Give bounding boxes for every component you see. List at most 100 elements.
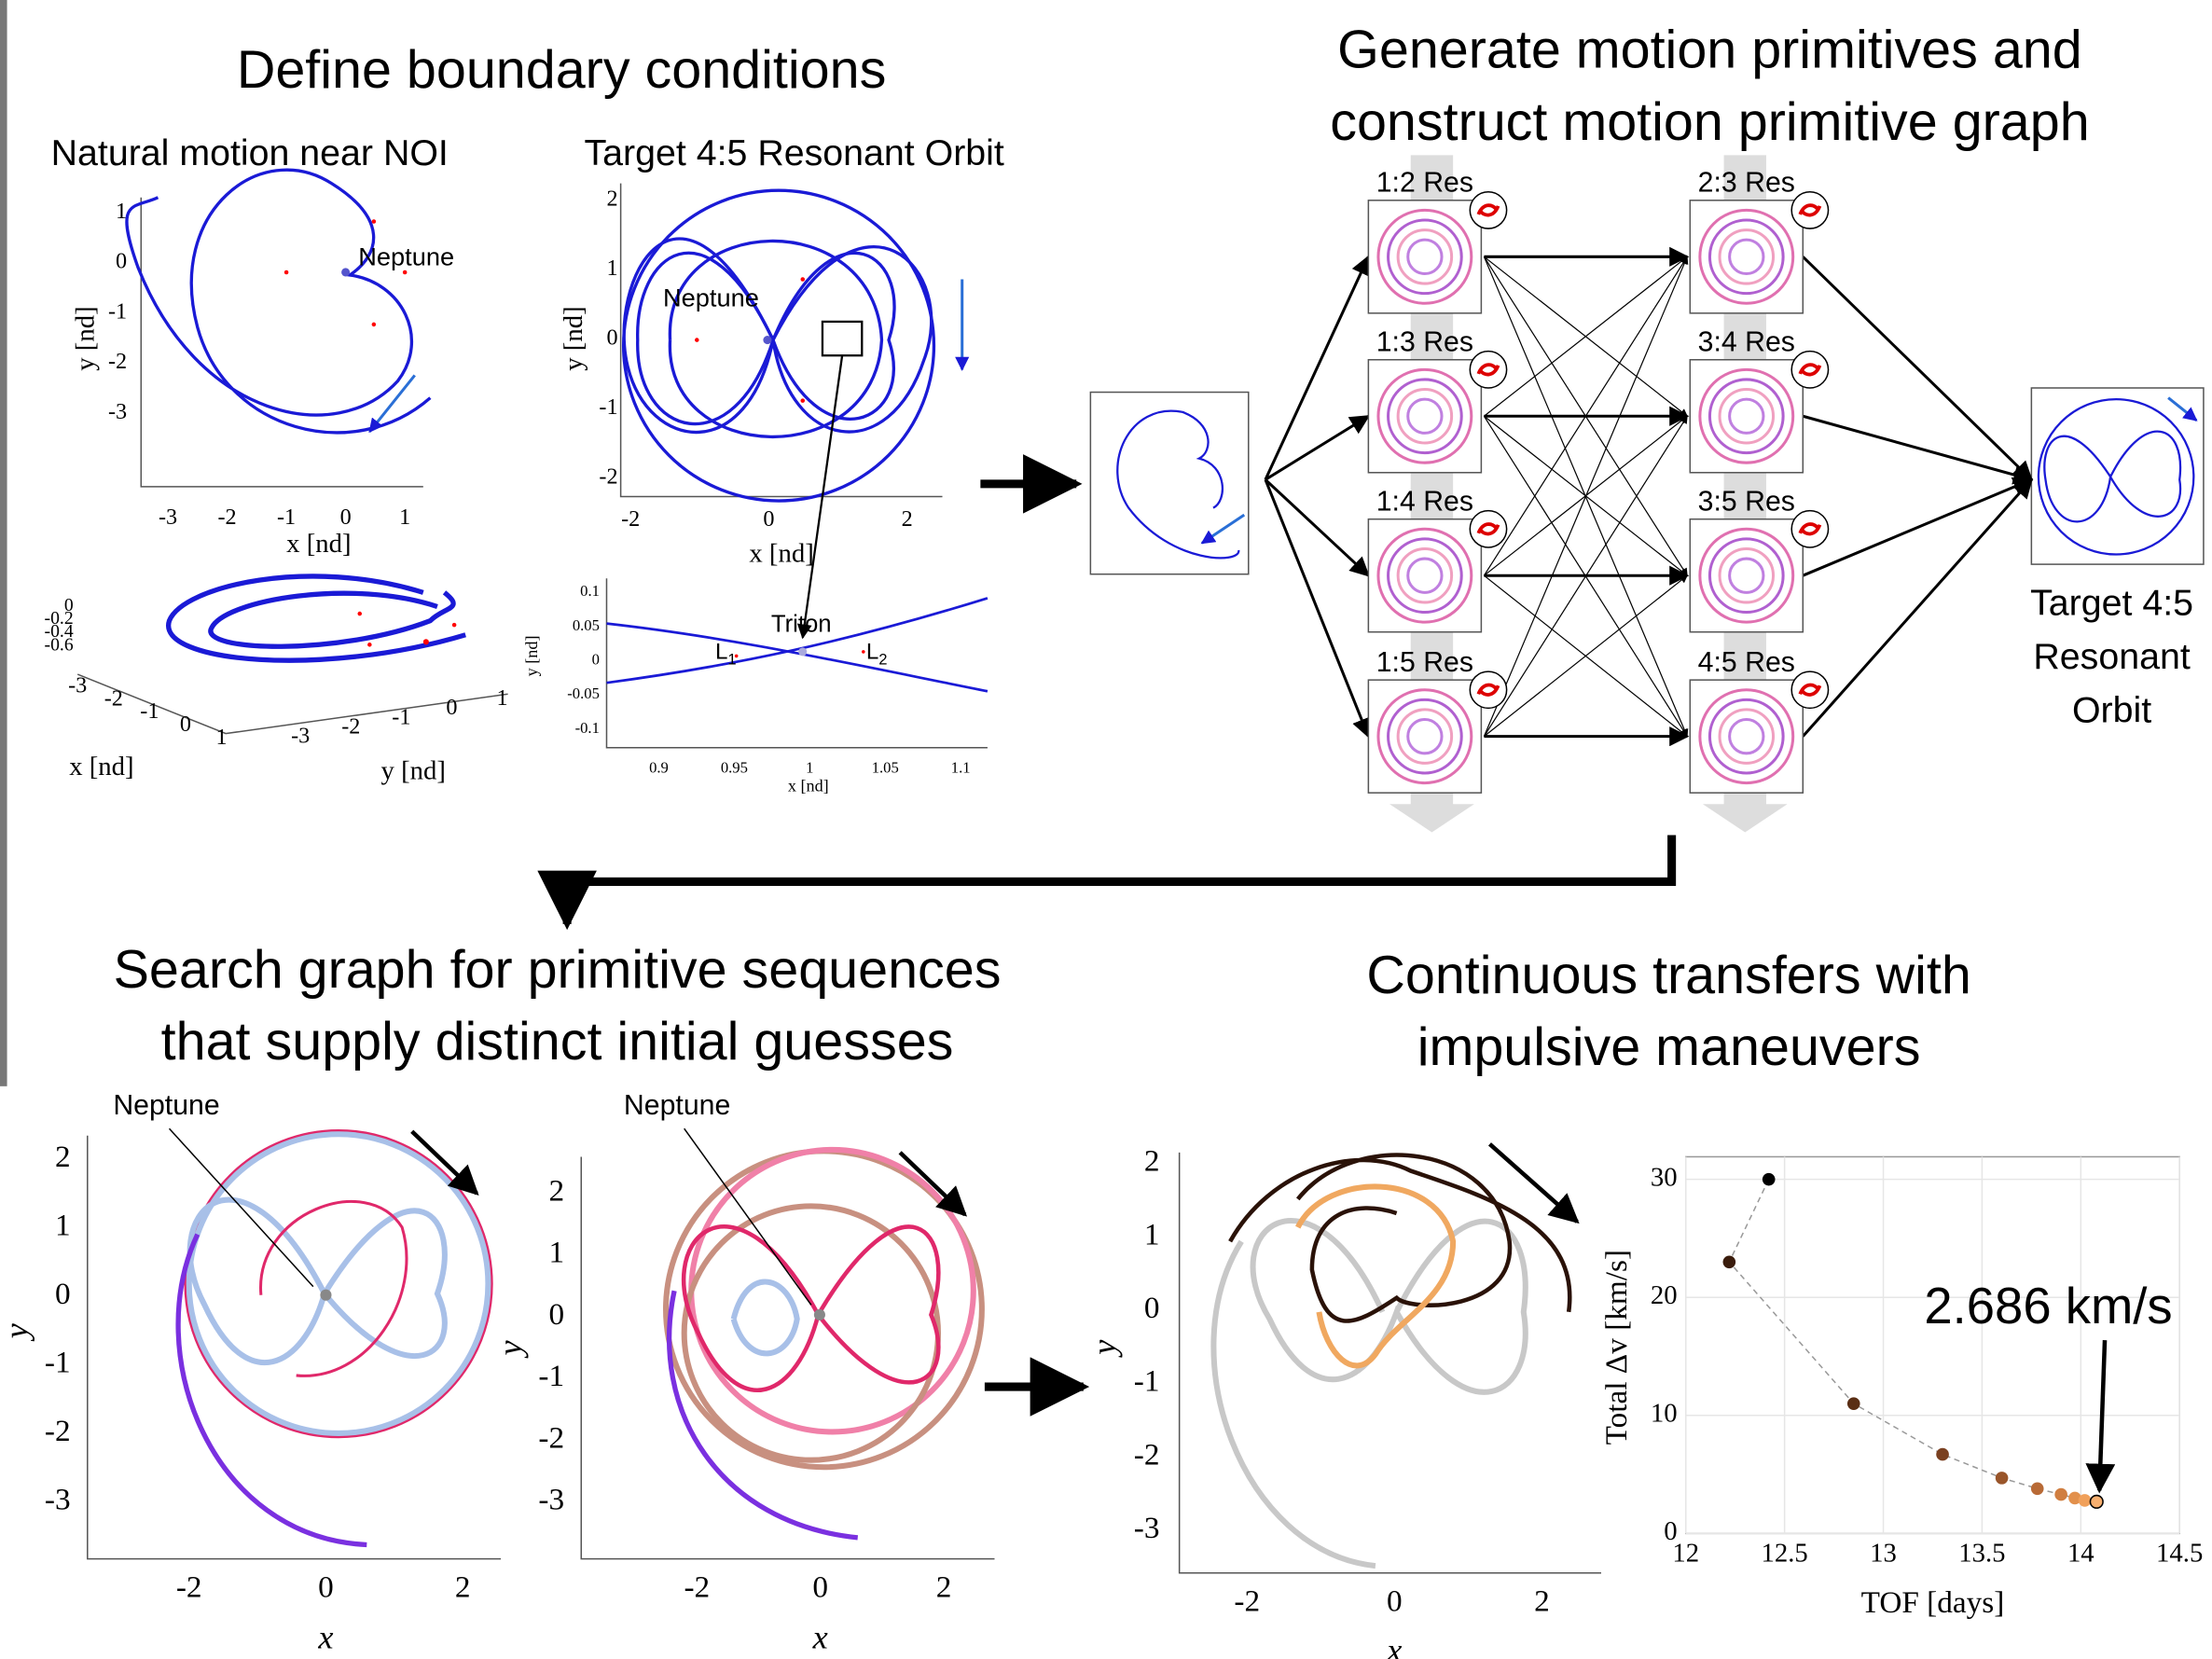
tick-label: 2 <box>455 1570 471 1605</box>
tick-label: 0 <box>763 506 774 532</box>
natural-plot <box>125 168 432 488</box>
edge <box>1265 414 1371 481</box>
tick-label: 1 <box>399 505 410 530</box>
node-icon <box>1790 671 1830 710</box>
step-title: impulsive maneuvers <box>1417 1017 1921 1077</box>
node-icon <box>1469 350 1508 389</box>
tick-label: 1 <box>496 685 507 711</box>
point <box>2089 1494 2104 1509</box>
annotation: Neptune <box>358 242 454 270</box>
tick-label: -3 <box>68 672 87 698</box>
tick-label: 2 <box>1534 1584 1550 1619</box>
tick-label: 0 <box>446 695 457 720</box>
node-orbit <box>1376 527 1473 624</box>
step-title: Search graph for primitive sequences <box>114 940 1002 1000</box>
edge <box>1483 415 1688 737</box>
tick-label: 2 <box>606 186 617 211</box>
tick-label: -0.2 <box>45 608 74 629</box>
tick-label: 0 <box>812 1570 828 1605</box>
point <box>1762 1172 1776 1186</box>
tick-label: 0 <box>548 1297 564 1332</box>
step-title: that supply distinct initial guesses <box>161 1012 954 1071</box>
step-title: Define boundary conditions <box>237 40 886 100</box>
axis-label: y [nd] <box>559 306 588 370</box>
node-orbit <box>1396 228 1454 285</box>
node-orbit <box>1387 378 1463 455</box>
tick-label: -1 <box>108 298 127 324</box>
tick-label: 1 <box>606 256 617 281</box>
tick-label: 1 <box>116 199 127 224</box>
node-label: 3:5 Res <box>1698 487 1795 518</box>
edge <box>1802 256 2033 481</box>
tick-label: 0 <box>1144 1291 1160 1325</box>
annotation: Neptune <box>624 1090 730 1121</box>
node-orbit <box>1707 537 1785 615</box>
tick-label: 0 <box>318 1570 334 1605</box>
axis-label: y <box>1085 1339 1123 1359</box>
axis-label: y [nd] <box>70 306 100 370</box>
tick-label: 1 <box>215 725 227 750</box>
node-orbit <box>1728 397 1765 435</box>
tick-label: 1.1 <box>951 758 971 776</box>
tick-label: 2 <box>902 506 913 532</box>
annotation-arrow <box>2085 1340 2116 1494</box>
annotation: Neptune <box>113 1090 219 1121</box>
node-orbit <box>1406 238 1444 275</box>
point <box>2030 1482 2044 1496</box>
tick-label: -2 <box>621 506 640 532</box>
node-orbit <box>1698 367 1795 464</box>
tick-label: 0 <box>116 249 127 274</box>
tick-label: -3 <box>291 724 310 749</box>
node-icon <box>1469 509 1508 548</box>
tick-label: 2 <box>548 1173 564 1208</box>
y-tick-label: 0 <box>1664 1516 1677 1546</box>
node-box <box>1367 518 1483 633</box>
edge <box>1264 478 1372 739</box>
point <box>1722 1255 1736 1269</box>
node-label: 4:5 Res <box>1698 647 1795 678</box>
tick-label: 0.1 <box>580 582 600 600</box>
tick-label: -3 <box>159 505 177 530</box>
node-label: 1:3 Res <box>1376 327 1473 358</box>
node-orbit <box>1387 218 1463 296</box>
node-label: 1:4 Res <box>1376 487 1473 518</box>
tick-label: -1 <box>1134 1364 1160 1399</box>
x-tick-label: 12 <box>1672 1539 1699 1569</box>
annotation: 2.686 km/s <box>1924 1278 2172 1334</box>
point <box>1995 1472 2009 1485</box>
tick-label: 0.9 <box>649 758 669 776</box>
node-label: 2:3 Res <box>1698 168 1795 199</box>
node-orbit <box>1396 708 1454 765</box>
tick-label: -2 <box>108 349 127 374</box>
tick-label: 0 <box>606 325 617 350</box>
tick-label: -2 <box>45 1414 71 1448</box>
tick-label: -0.6 <box>45 634 74 655</box>
node-icon-mark <box>1798 203 1822 217</box>
tick-label: -0.05 <box>567 684 600 702</box>
edge <box>1802 477 2034 577</box>
node-box <box>1367 200 1483 314</box>
node-icon <box>1790 350 1830 389</box>
node-label: 3:4 Res <box>1698 327 1795 358</box>
node-orbit <box>1707 378 1785 455</box>
annotation-base: L <box>866 639 878 664</box>
axis-label: x [nd] <box>788 776 829 795</box>
node-icon-mark <box>1476 363 1500 377</box>
axis-label: x [nd] <box>286 529 351 559</box>
natural-3d-plot <box>76 574 508 735</box>
arrow <box>537 835 1677 931</box>
y-axis-label: Total Δv [km/s] <box>1599 1250 1634 1445</box>
node-orbit <box>1718 228 1776 285</box>
tick-label: -2 <box>176 1570 202 1605</box>
scatter-chart: 12 12.5 13 13.5 14 14.5 0 10 20 30 TOF [days] Total… <box>1599 1155 2203 1620</box>
annotation: Triton <box>771 612 832 638</box>
panel-title: Natural motion near NOI <box>51 132 449 173</box>
node-orbit <box>1698 527 1795 624</box>
edge <box>1802 414 2034 485</box>
x-tick-label: 13 <box>1870 1539 1897 1569</box>
edge <box>1483 256 1688 576</box>
tick-label: -2 <box>1234 1584 1260 1619</box>
tick-label: -0.4 <box>45 621 74 642</box>
node-box <box>1367 679 1483 794</box>
